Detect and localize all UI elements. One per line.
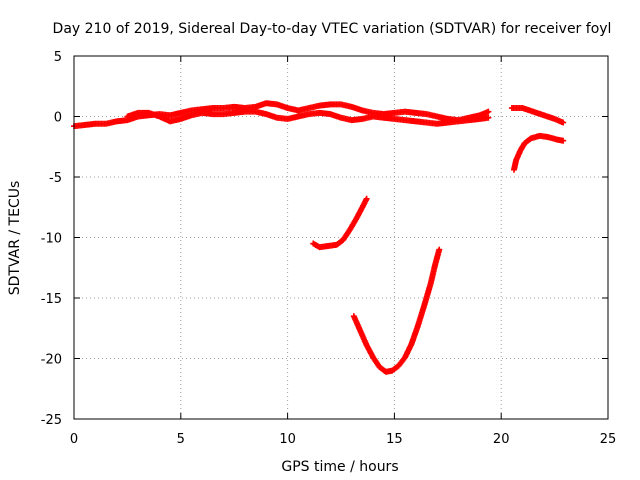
x-tick-label: 20 [493,432,510,447]
x-tick-label: 15 [386,432,403,447]
series-sat-F [350,246,443,375]
y-axis-label: SDTVAR / TECUs [7,181,23,296]
data-point [560,137,567,144]
y-tick-label: -20 [41,353,62,368]
y-tick-label: -10 [41,232,62,247]
series-sat-B [124,108,492,127]
y-tick-label: -5 [49,171,62,186]
plot-marks [71,100,567,375]
data-point [485,108,492,115]
x-tick-label: 10 [279,432,296,447]
chart-title: Day 210 of 2019, Sidereal Day-to-day VTE… [53,21,612,37]
x-tick-label: 5 [177,432,185,447]
series-sat-E [310,195,370,251]
x-axis-label: GPS time / hours [281,459,398,475]
data-point [363,195,370,202]
x-tick-label: 25 [600,432,617,447]
data-point [436,246,443,253]
data-point [485,114,492,121]
x-tick-label: 0 [70,432,78,447]
series-sat-A [71,100,492,130]
series-sat-D [511,132,567,173]
data-point [560,119,567,126]
y-tick-label: -15 [41,292,62,307]
y-tick-label: -25 [41,413,62,428]
y-tick-label: 5 [54,50,62,65]
series-sat-C [508,105,567,126]
ticks: 0 5 10 15 20 25 -25 -20 -15 -10 -5 0 5 [41,50,617,447]
y-tick-label: 0 [54,111,62,126]
